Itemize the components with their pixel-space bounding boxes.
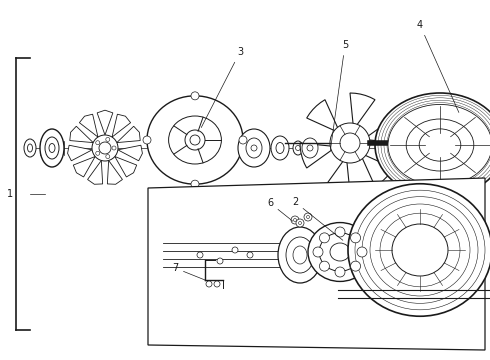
- Circle shape: [96, 141, 100, 145]
- Circle shape: [106, 138, 110, 141]
- Circle shape: [217, 258, 223, 264]
- Circle shape: [185, 130, 205, 150]
- Polygon shape: [68, 145, 92, 161]
- Polygon shape: [300, 143, 337, 168]
- Circle shape: [335, 227, 345, 237]
- Ellipse shape: [302, 138, 318, 158]
- Ellipse shape: [375, 93, 490, 197]
- Circle shape: [197, 252, 203, 258]
- Circle shape: [319, 261, 329, 271]
- Circle shape: [112, 146, 116, 150]
- Circle shape: [350, 261, 361, 271]
- Circle shape: [206, 281, 212, 287]
- Circle shape: [191, 180, 199, 188]
- Text: 1: 1: [7, 189, 13, 199]
- Circle shape: [106, 154, 110, 158]
- Circle shape: [304, 213, 312, 221]
- Circle shape: [408, 132, 416, 140]
- Circle shape: [295, 145, 300, 150]
- Ellipse shape: [238, 129, 270, 167]
- Polygon shape: [360, 153, 393, 186]
- Circle shape: [294, 219, 296, 221]
- Polygon shape: [112, 114, 131, 137]
- Circle shape: [251, 145, 257, 151]
- Ellipse shape: [147, 96, 243, 184]
- Text: 6: 6: [267, 198, 293, 221]
- Circle shape: [357, 247, 367, 257]
- Ellipse shape: [348, 184, 490, 316]
- Polygon shape: [70, 126, 93, 143]
- Circle shape: [99, 142, 111, 154]
- Ellipse shape: [419, 129, 461, 161]
- Polygon shape: [118, 145, 143, 161]
- Circle shape: [191, 92, 199, 100]
- Ellipse shape: [330, 243, 350, 261]
- Polygon shape: [107, 161, 122, 184]
- Circle shape: [232, 247, 238, 253]
- Circle shape: [319, 233, 329, 243]
- Ellipse shape: [27, 144, 32, 152]
- Ellipse shape: [278, 227, 322, 283]
- Text: 4: 4: [417, 20, 459, 112]
- Circle shape: [313, 247, 323, 257]
- Ellipse shape: [276, 143, 284, 153]
- Ellipse shape: [293, 246, 307, 264]
- Polygon shape: [79, 114, 98, 137]
- Circle shape: [307, 145, 313, 151]
- Circle shape: [307, 216, 310, 219]
- Circle shape: [401, 126, 405, 130]
- Polygon shape: [97, 110, 113, 135]
- Polygon shape: [74, 157, 95, 177]
- Circle shape: [143, 136, 151, 144]
- Circle shape: [291, 216, 299, 224]
- Circle shape: [239, 136, 247, 144]
- Text: 3: 3: [201, 47, 243, 127]
- Polygon shape: [325, 157, 350, 193]
- Ellipse shape: [388, 104, 490, 185]
- Text: 7: 7: [172, 263, 207, 281]
- Polygon shape: [88, 161, 102, 184]
- Ellipse shape: [24, 139, 36, 157]
- Circle shape: [340, 133, 360, 153]
- Circle shape: [350, 233, 361, 243]
- Polygon shape: [115, 157, 137, 177]
- Circle shape: [92, 135, 118, 161]
- Ellipse shape: [40, 129, 64, 167]
- Text: 2: 2: [292, 197, 343, 240]
- Text: 5: 5: [330, 40, 348, 150]
- Ellipse shape: [45, 137, 59, 159]
- Circle shape: [298, 221, 301, 225]
- Ellipse shape: [286, 237, 314, 273]
- Ellipse shape: [308, 222, 372, 282]
- Circle shape: [190, 135, 200, 145]
- Circle shape: [296, 219, 304, 227]
- Ellipse shape: [49, 144, 55, 153]
- Polygon shape: [350, 93, 375, 130]
- Text: 3: 3: [0, 359, 1, 360]
- Polygon shape: [117, 126, 140, 143]
- Ellipse shape: [319, 233, 361, 271]
- Ellipse shape: [246, 138, 262, 158]
- Circle shape: [399, 124, 407, 132]
- Circle shape: [330, 123, 370, 163]
- Polygon shape: [307, 100, 340, 133]
- Ellipse shape: [271, 136, 289, 160]
- Ellipse shape: [392, 224, 448, 276]
- Circle shape: [96, 151, 100, 155]
- Polygon shape: [148, 178, 485, 350]
- Circle shape: [214, 281, 220, 287]
- Ellipse shape: [406, 119, 474, 171]
- Polygon shape: [364, 118, 400, 143]
- Circle shape: [247, 252, 253, 258]
- Ellipse shape: [293, 141, 303, 155]
- Circle shape: [335, 267, 345, 277]
- Ellipse shape: [169, 116, 221, 164]
- Circle shape: [411, 135, 414, 138]
